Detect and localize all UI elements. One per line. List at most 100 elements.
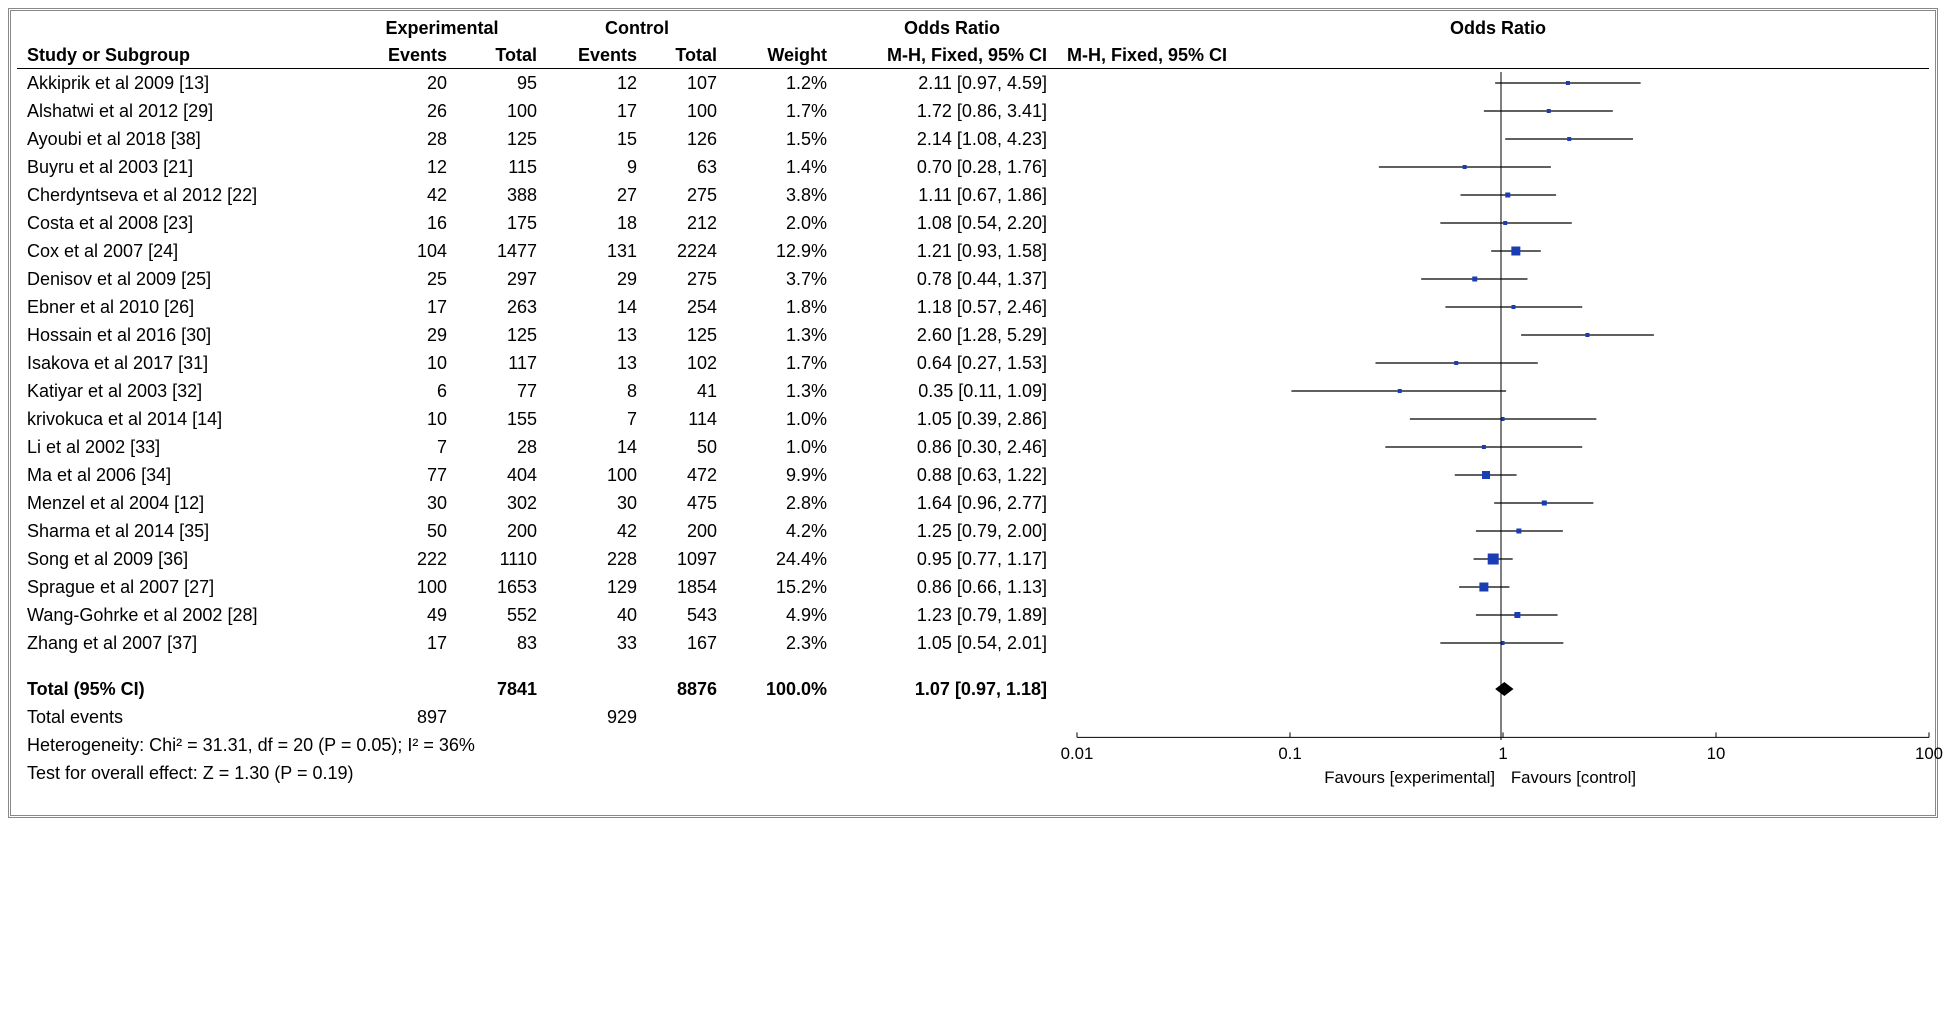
- forest-plot: Experimental Control Odds Ratio Odds Rat…: [8, 8, 1938, 818]
- total-events-row: Total events 897 929: [17, 703, 1929, 731]
- study-name: krivokuca et al 2014 [14]: [17, 405, 337, 433]
- exp-total: 1477: [447, 237, 547, 265]
- forest-marker: [1067, 349, 1929, 377]
- total-exp-total: 7841: [447, 675, 547, 703]
- exp-total: 125: [447, 125, 547, 153]
- forest-marker: [1067, 237, 1929, 265]
- ctrl-total: 102: [637, 349, 727, 377]
- ctrl-total: 1097: [637, 545, 727, 573]
- study-name: Wang-Gohrke et al 2002 [28]: [17, 601, 337, 629]
- or-ci: 1.05 [0.54, 2.01]: [837, 629, 1067, 657]
- or-ci: 0.88 [0.63, 1.22]: [837, 461, 1067, 489]
- weight: 12.9%: [727, 237, 837, 265]
- exp-events: 42: [337, 181, 447, 209]
- study-row: Sprague et al 2007 [27]1001653129185415.…: [17, 573, 1929, 601]
- forest-marker: [1067, 69, 1929, 97]
- study-row: Hossain et al 2016 [30]29125131251.3%2.6…: [17, 321, 1929, 349]
- exp-total: 200: [447, 517, 547, 545]
- svg-text:0.1: 0.1: [1278, 744, 1301, 763]
- exp-events: 17: [337, 629, 447, 657]
- study-row: Sharma et al 2014 [35]50200422004.2%1.25…: [17, 517, 1929, 545]
- study-row: Zhang et al 2007 [37]1783331672.3%1.05 […: [17, 629, 1929, 657]
- svg-text:Favours [experimental]: Favours [experimental]: [1324, 768, 1495, 787]
- ctrl-total: 472: [637, 461, 727, 489]
- exp-total: 263: [447, 293, 547, 321]
- or-ci: 0.86 [0.30, 2.46]: [837, 433, 1067, 461]
- forest-marker: [1067, 489, 1929, 517]
- weight: 1.3%: [727, 377, 837, 405]
- or-ci: 0.86 [0.66, 1.13]: [837, 573, 1067, 601]
- study-row: Alshatwi et al 2012 [29]26100171001.7%1.…: [17, 97, 1929, 125]
- ctrl-total: 126: [637, 125, 727, 153]
- or-ci: 0.64 [0.27, 1.53]: [837, 349, 1067, 377]
- svg-text:1: 1: [1498, 744, 1507, 763]
- ctrl-events: 18: [547, 209, 637, 237]
- axis: 0.010.1110100Favours [experimental]Favou…: [1077, 731, 1929, 801]
- weight: 9.9%: [727, 461, 837, 489]
- study-row: krivokuca et al 2014 [14]1015571141.0%1.…: [17, 405, 1929, 433]
- exp-events: 49: [337, 601, 447, 629]
- ctrl-events: 13: [547, 321, 637, 349]
- ctrl-total: 275: [637, 265, 727, 293]
- ctrl-events: 14: [547, 293, 637, 321]
- hdr-study: Study or Subgroup: [17, 41, 337, 69]
- weight: 1.5%: [727, 125, 837, 153]
- forest-marker: [1067, 125, 1929, 153]
- ctrl-total: 50: [637, 433, 727, 461]
- hdr-or-method: M-H, Fixed, 95% CI: [837, 41, 1067, 69]
- hdr-exp-events: Events: [337, 41, 447, 69]
- exp-events: 29: [337, 321, 447, 349]
- ctrl-total: 114: [637, 405, 727, 433]
- total-weight: 100.0%: [727, 675, 837, 703]
- ctrl-events: 33: [547, 629, 637, 657]
- exp-total: 404: [447, 461, 547, 489]
- forest-marker: [1067, 97, 1929, 125]
- exp-total: 297: [447, 265, 547, 293]
- weight: 1.7%: [727, 349, 837, 377]
- ctrl-events: 131: [547, 237, 637, 265]
- weight: 1.3%: [727, 321, 837, 349]
- study-name: Li et al 2002 [33]: [17, 433, 337, 461]
- study-rows: Akkiprik et al 2009 [13]2095121071.2%2.1…: [17, 69, 1929, 657]
- study-name: Ma et al 2006 [34]: [17, 461, 337, 489]
- total-exp-events: 897: [337, 703, 447, 731]
- exp-events: 100: [337, 573, 447, 601]
- study-row: Wang-Gohrke et al 2002 [28]49552405434.9…: [17, 601, 1929, 629]
- ctrl-events: 100: [547, 461, 637, 489]
- ctrl-events: 8: [547, 377, 637, 405]
- forest-marker: [1067, 377, 1929, 405]
- exp-total: 175: [447, 209, 547, 237]
- ctrl-total: 167: [637, 629, 727, 657]
- hdr-ctrl-total: Total: [637, 41, 727, 69]
- study-row: Isakova et al 2017 [31]10117131021.7%0.6…: [17, 349, 1929, 377]
- study-name: Isakova et al 2017 [31]: [17, 349, 337, 377]
- ctrl-total: 107: [637, 69, 727, 97]
- ctrl-events: 15: [547, 125, 637, 153]
- exp-events: 6: [337, 377, 447, 405]
- exp-total: 388: [447, 181, 547, 209]
- total-or: 1.07 [0.97, 1.18]: [837, 675, 1067, 703]
- exp-total: 100: [447, 97, 547, 125]
- ctrl-events: 29: [547, 265, 637, 293]
- hdr-or: Odds Ratio: [837, 15, 1067, 41]
- forest-marker: [1067, 573, 1929, 601]
- exp-events: 50: [337, 517, 447, 545]
- weight: 24.4%: [727, 545, 837, 573]
- ctrl-events: 27: [547, 181, 637, 209]
- study-name: Sharma et al 2014 [35]: [17, 517, 337, 545]
- study-name: Cherdyntseva et al 2012 [22]: [17, 181, 337, 209]
- or-ci: 2.14 [1.08, 4.23]: [837, 125, 1067, 153]
- hdr-weight: Weight: [727, 41, 837, 69]
- total-ctrl-events: 929: [547, 703, 637, 731]
- weight: 15.2%: [727, 573, 837, 601]
- study-name: Katiyar et al 2003 [32]: [17, 377, 337, 405]
- study-row: Song et al 2009 [36]2221110228109724.4%0…: [17, 545, 1929, 573]
- ctrl-events: 129: [547, 573, 637, 601]
- study-name: Costa et al 2008 [23]: [17, 209, 337, 237]
- study-name: Song et al 2009 [36]: [17, 545, 337, 573]
- forest-marker: [1067, 209, 1929, 237]
- or-ci: 1.21 [0.93, 1.58]: [837, 237, 1067, 265]
- total-label: Total (95% CI): [17, 675, 337, 703]
- ctrl-total: 63: [637, 153, 727, 181]
- hdr-or-chart-method: M-H, Fixed, 95% CI: [1067, 41, 1929, 68]
